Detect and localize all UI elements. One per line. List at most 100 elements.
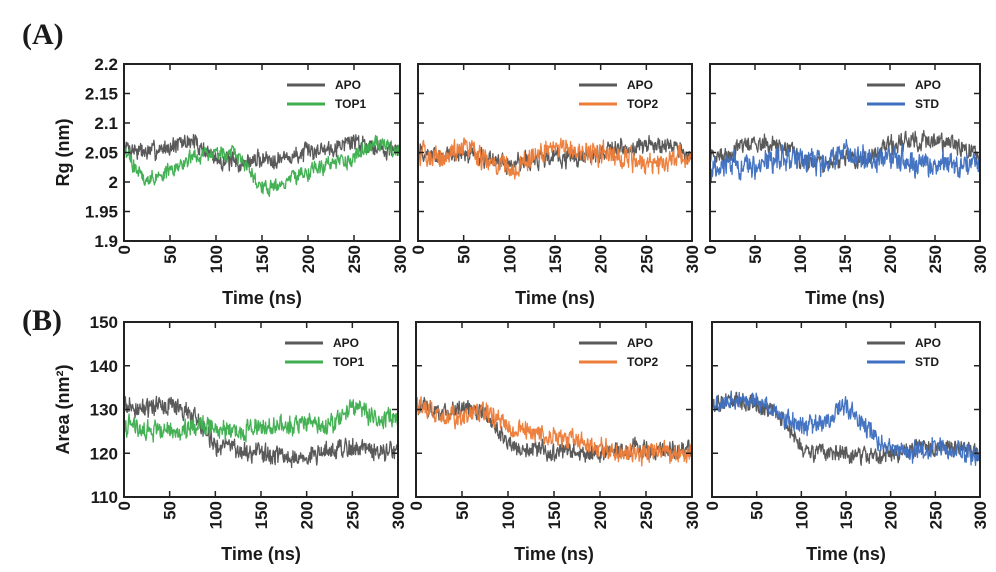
- x-tick-label: 250: [343, 501, 362, 529]
- x-tick-label: 50: [748, 501, 767, 520]
- y-tick-label: 2.05: [85, 144, 118, 163]
- x-tick-label: 150: [836, 245, 855, 273]
- x-tick-label: 300: [683, 245, 702, 273]
- series-line-apo: [418, 134, 692, 175]
- x-tick-label: 300: [389, 501, 408, 529]
- panel-letter-b: (B): [22, 304, 62, 337]
- x-tick-label: 200: [881, 245, 900, 273]
- series-traces: [712, 390, 980, 466]
- x-tick-label: 200: [298, 501, 317, 529]
- x-tick-label: 150: [837, 501, 856, 529]
- y-tick-label: 2.1: [94, 114, 118, 133]
- x-tick-label: 100: [500, 245, 519, 273]
- x-tick-label: 250: [637, 501, 656, 529]
- y-tick-label: 2.15: [85, 85, 118, 104]
- x-tick-label: 0: [409, 245, 428, 254]
- x-tick-label: 50: [161, 501, 180, 520]
- x-tick-label: 150: [253, 245, 272, 273]
- x-tick-label: 150: [252, 501, 271, 529]
- x-tick-label: 200: [882, 501, 901, 529]
- series-traces: [416, 396, 692, 467]
- chart-rg_top1: 1.9 1.95 2 2.05 2.1 2.15 2.2 0 50 100 150 200 250 300…: [53, 55, 410, 308]
- y-tick-label: 1.95: [85, 203, 118, 222]
- x-tick-label: 150: [546, 245, 565, 273]
- y-tick-label: 140: [90, 357, 118, 376]
- x-tick-label: 150: [545, 501, 564, 529]
- y-tick-label: 150: [90, 313, 118, 332]
- series-traces: [124, 395, 398, 469]
- y-tick-label: 2: [109, 173, 118, 192]
- series-line-apo: [124, 395, 398, 469]
- x-tick-label: 50: [453, 501, 472, 520]
- legend-label-top2: TOP2: [627, 355, 658, 369]
- x-axis-title: Time (ns): [221, 544, 301, 564]
- legend-label-top1: TOP1: [333, 355, 364, 369]
- x-tick-label: 0: [407, 501, 426, 510]
- y-tick-label: 130: [90, 401, 118, 420]
- x-tick-label: 250: [345, 245, 364, 273]
- x-tick-label: 200: [591, 501, 610, 529]
- x-axis-title: Time (ns): [515, 288, 595, 308]
- x-tick-label: 0: [703, 501, 722, 510]
- series-traces: [418, 134, 692, 180]
- x-tick-label: 50: [455, 245, 474, 264]
- x-tick-label: 200: [592, 245, 611, 273]
- series-line-apo: [124, 133, 400, 173]
- legend-label-apo: APO: [915, 336, 941, 350]
- x-tick-label: 300: [971, 501, 990, 529]
- x-tick-label: 250: [926, 245, 945, 273]
- x-tick-label: 50: [161, 245, 180, 264]
- legend-label-top2: TOP2: [627, 97, 658, 111]
- series-traces: [124, 133, 400, 198]
- series-line-std: [712, 390, 980, 466]
- x-tick-label: 0: [701, 245, 720, 254]
- legend-label-top1: TOP1: [335, 97, 366, 111]
- legend-label-apo: APO: [335, 78, 361, 92]
- x-tick-label: 300: [391, 245, 410, 273]
- x-tick-label: 100: [791, 245, 810, 273]
- x-axis-title: Time (ns): [805, 288, 885, 308]
- x-axis-title: Time (ns): [222, 288, 302, 308]
- panels: 1.9 1.95 2 2.05 2.1 2.15 2.2 0 50 100 150 200 250 300…: [53, 55, 990, 564]
- series-line-top1: [124, 134, 400, 198]
- y-tick-label: 1.9: [94, 232, 118, 251]
- x-tick-label: 50: [746, 245, 765, 264]
- x-tick-label: 100: [207, 245, 226, 273]
- chart-rg_top2: 0 50 100 150 200 250 300 Time (ns) APO TOP2: [409, 63, 702, 308]
- x-tick-label: 100: [206, 501, 225, 529]
- y-tick-label: 110: [91, 488, 118, 507]
- x-axis-title: Time (ns): [514, 544, 594, 564]
- x-axis-title: Time (ns): [806, 544, 886, 564]
- panel-letter-a: (A): [22, 18, 64, 51]
- series-line-top1: [124, 399, 398, 443]
- series-line-top2: [418, 137, 692, 180]
- x-tick-label: 200: [299, 245, 318, 273]
- legend-label-apo: APO: [915, 78, 941, 92]
- x-tick-label: 0: [115, 501, 134, 510]
- legend-label-std: STD: [915, 97, 939, 111]
- x-tick-label: 300: [971, 245, 990, 273]
- series-line-std: [710, 139, 980, 184]
- x-tick-label: 250: [637, 245, 656, 273]
- x-tick-label: 0: [115, 245, 134, 254]
- chart-area_std: 0 50 100 150 200 250 300 Time (ns) APO STD: [703, 321, 990, 564]
- y-axis-title: Rg (nm): [53, 119, 73, 187]
- y-axis-title: Area (nm²): [53, 364, 73, 454]
- series-traces: [710, 129, 980, 184]
- chart-rg_std: 0 50 100 150 200 250 300 Time (ns) APO STD: [701, 63, 990, 308]
- legend-label-apo: APO: [627, 336, 653, 350]
- x-tick-label: 100: [792, 501, 811, 529]
- legend-label-apo: APO: [627, 78, 653, 92]
- series-line-apo: [710, 129, 980, 174]
- y-tick-label: 2.2: [94, 55, 118, 74]
- chart-area_top2: 0 50 100 150 200 250 300 Time (ns) APO TOP2: [407, 321, 702, 564]
- series-line-top2: [416, 396, 692, 467]
- chart-area_top1: 110 120 130 140 150 0 50 100 150 200 250 300 Time (n…: [53, 313, 408, 564]
- legend-label-std: STD: [915, 355, 939, 369]
- y-tick-label: 120: [90, 444, 118, 463]
- series-line-apo: [416, 396, 692, 463]
- x-tick-label: 300: [683, 501, 702, 529]
- x-tick-label: 250: [926, 501, 945, 529]
- x-tick-label: 100: [499, 501, 518, 529]
